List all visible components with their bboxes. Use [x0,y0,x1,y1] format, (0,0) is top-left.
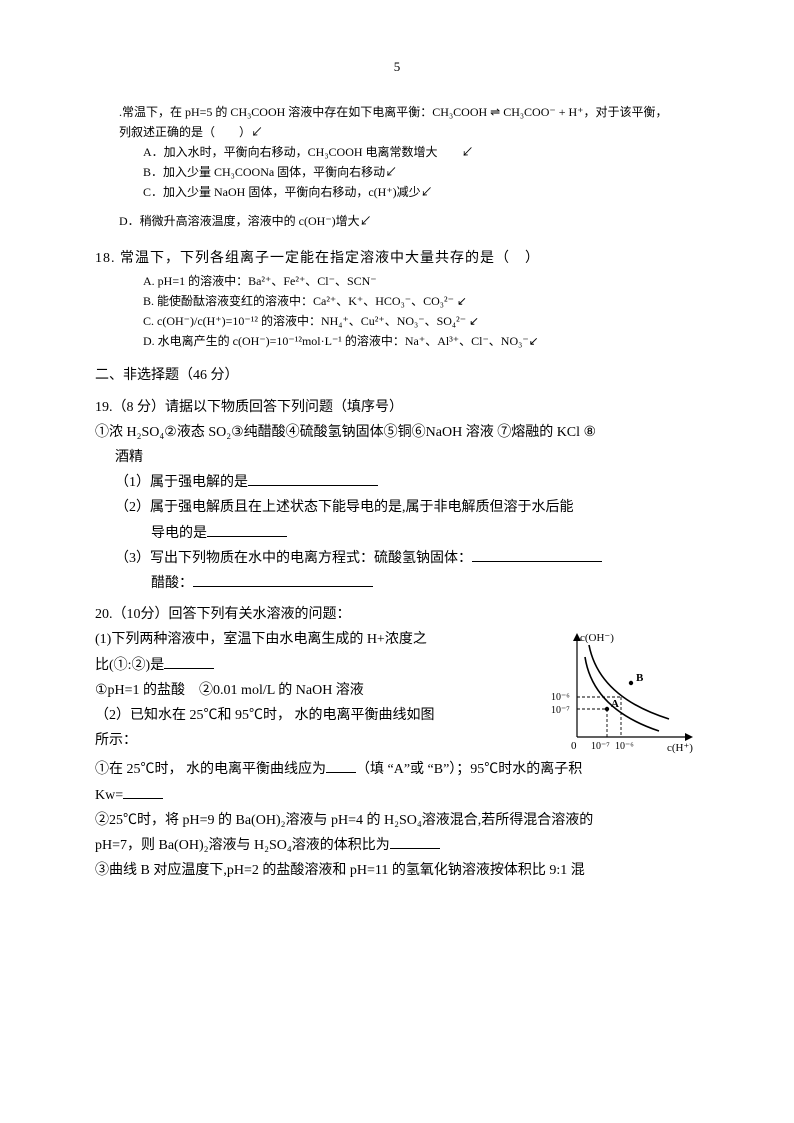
q17: .常温下，在 pH=5 的 CH₃COOH 溶液中存在如下电离平衡：CH₃COO… [95,103,699,231]
q19-list: ①浓 H₂SO₄②液态 SO₂③纯醋酸④硫酸氢钠固体⑤铜⑥NaOH 溶液 ⑦熔融… [95,420,699,445]
q18-opt-b: B. 能使酚酞溶液变红的溶液中：Ca²⁺、K⁺、HCO₃⁻、CO₃²⁻ ↙ [95,292,699,311]
q20-p4b: pH=7，则 Ba(OH)₂溶液与 H₂SO₄溶液的体积比为 [95,838,390,853]
fig-origin: 0 [571,740,577,752]
fig-xtick2: 10⁻⁶ [615,741,634,752]
q19-sub2b: 导电的是 [95,521,699,546]
q17-opt-c: C．加入少量 NaOH 固体，平衡向右移动，c(H⁺)减少↙ [95,183,699,202]
q17-opt-d: D．稍微升高溶液温度，溶液中的 c(OH⁻)增大↙ [95,212,699,231]
q18: 18. 常温下，下列各组离子一定能在指定溶液中大量共存的是（ ） A. pH=1… [95,246,699,352]
blank [193,572,373,587]
q17-stem-2: 列叙述正确的是（ ）↙ [95,123,699,142]
q17-opt-b: B．加入少量 CH₃COONa 固体，平衡向右移动↙ [95,163,699,182]
equilibrium-curve-figure: A B c(OH⁻) c(H⁺) 10⁻⁶ 10⁻⁷ 0 10⁻⁷ 10⁻⁶ [549,627,699,757]
q20-p4a: ②25℃时，将 pH=9 的 Ba(OH)₂溶液与 pH=4 的 H₂SO₄溶液… [95,808,699,833]
section-2-title: 二、非选择题（46 分） [95,363,699,388]
fig-xtick1: 10⁻⁷ [591,741,610,752]
fig-ylabel: c(OH⁻) [580,632,614,644]
fig-ytick1: 10⁻⁶ [551,692,570,703]
page-number: 5 [95,55,699,78]
q18-opt-a: A. pH=1 的溶液中：Ba²⁺、Fe²⁺、Cl⁻、SCN⁻ [95,272,699,291]
blank [390,834,440,849]
q19-sub3b-text: 醋酸： [151,576,193,591]
q20-p3c-line: Kw= [95,783,699,808]
q20-p3: ①在 25℃时， 水的电离平衡曲线应为 （填 “A”或 “B”）；95℃时水的离子… [95,757,699,782]
fig-label-b: B [636,672,644,684]
q20-p4b-line: pH=7，则 Ba(OH)₂溶液与 H₂SO₄溶液的体积比为 [95,833,699,858]
q19-sub1: （1）属于强电解的是 [95,470,699,495]
blank [472,547,602,562]
q18-stem: 18. 常温下，下列各组离子一定能在指定溶液中大量共存的是（ ） [95,246,699,271]
q20-p3c: Kw= [95,788,123,803]
blank [207,522,287,537]
q17-opt-a: A．加入水时，平衡向右移动，CH₃COOH 电离常数增大 ↙ [95,143,699,162]
fig-ytick2: 10⁻⁷ [551,705,570,716]
q18-opt-c: C. c(OH⁻)/c(H⁺)=10⁻¹² 的溶液中：NH₄⁺、Cu²⁺、NO₃… [95,312,699,331]
blank [248,471,378,486]
fig-label-a: A [611,698,619,710]
q17-stem-1: .常温下，在 pH=5 的 CH₃COOH 溶液中存在如下电离平衡：CH₃COO… [95,103,699,122]
q18-opt-d: D. 水电离产生的 c(OH⁻)=10⁻¹²mol·L⁻¹ 的溶液中：Na⁺、A… [95,332,699,351]
blank [164,654,214,669]
q20: 20.（10分）回答下列有关水溶液的问题： [95,602,699,883]
q19-sub1-text: （1）属于强电解的是 [115,475,248,490]
q19-sub3a-text: （3）写出下列物质在水中的电离方程式：硫酸氢钠固体： [115,551,472,566]
q19-sub3b: 醋酸： [95,571,699,596]
q19: 19.（8 分）请据以下物质回答下列问题（填序号） ①浓 H₂SO₄②液态 SO… [95,395,699,597]
blank [123,784,163,799]
q20-p1b-text: 比(①:②)是 [95,658,164,673]
q19-stem: 19.（8 分）请据以下物质回答下列问题（填序号） [95,395,699,420]
q20-stem: 20.（10分）回答下列有关水溶液的问题： [95,602,699,627]
q19-sub3a: （3）写出下列物质在水中的电离方程式：硫酸氢钠固体： [95,546,699,571]
q20-p3a: ①在 25℃时， 水的电离平衡曲线应为 [95,762,326,777]
fig-xlabel: c(H⁺) [667,742,693,754]
q19-list-2: 酒精 [95,445,699,470]
blank [326,758,356,773]
q19-sub2b-text: 导电的是 [151,526,207,541]
q19-sub2a: （2）属于强电解质且在上述状态下能导电的是,属于非电解质但溶于水后能 [95,495,699,520]
q20-p5: ③曲线 B 对应温度下,pH=2 的盐酸溶液和 pH=11 的氢氧化钠溶液按体积… [95,858,699,883]
q20-p3b: （填 “A”或 “B”）；95℃时水的离子积 [356,762,582,777]
